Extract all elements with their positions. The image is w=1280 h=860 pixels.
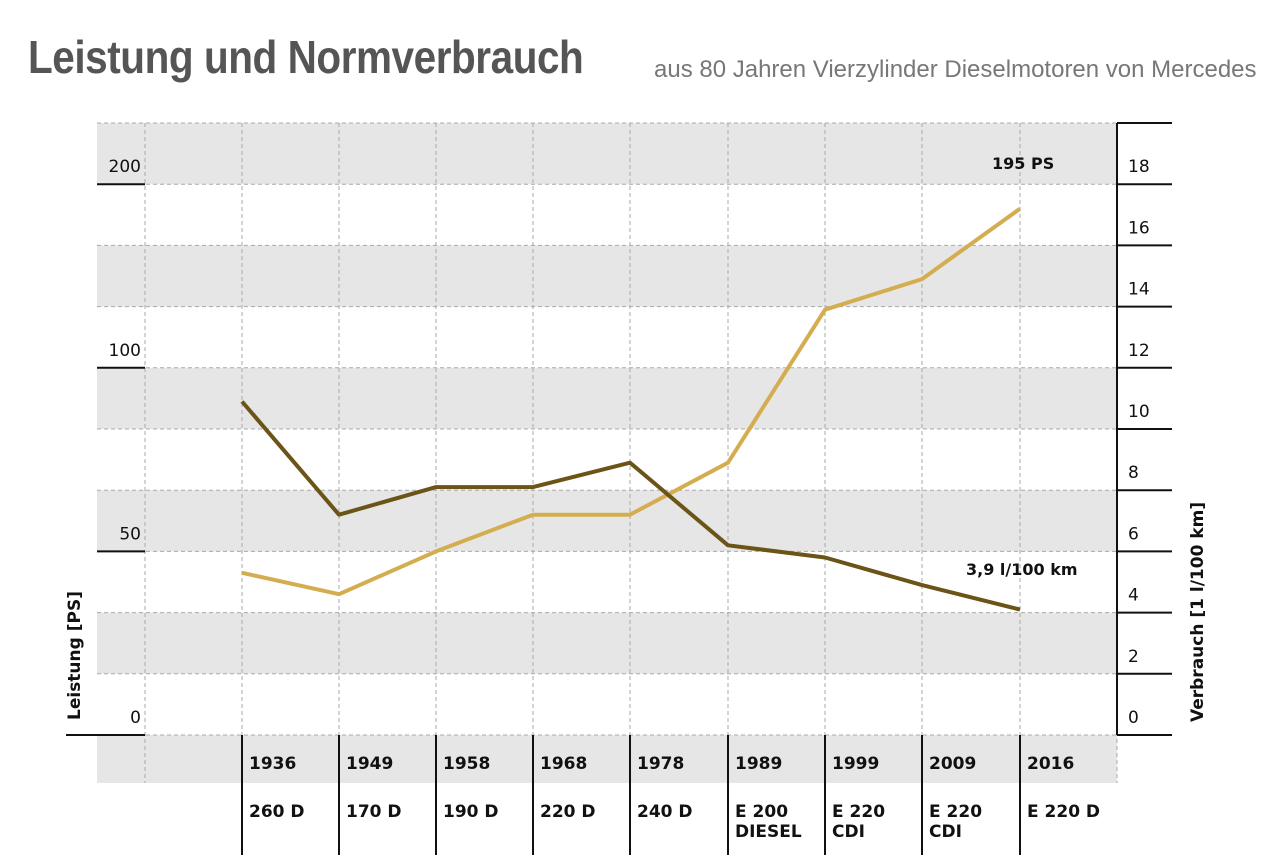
right-tick-label: 6 [1128,524,1139,544]
year-label: 1989 [735,754,782,774]
model-label: 260 D [249,802,305,822]
model-label: E 220 [929,802,982,822]
series-lines [240,207,1022,612]
right-tick-label: 14 [1128,280,1150,300]
model-label: 170 D [346,802,402,822]
year-label: 1949 [346,754,393,774]
right-tick-label: 12 [1128,341,1150,361]
consumption-end-label: 3,9 l/100 km [966,560,1078,579]
model-label: E 220 D [1027,802,1100,822]
band [97,490,1117,552]
band [97,123,1117,185]
left-tick-label: 100 [109,341,141,361]
chart-title: Leistung und Normverbrauch [28,31,584,83]
year-label: 1978 [637,754,684,774]
right-tick-label: 4 [1128,586,1139,606]
band [97,735,1117,783]
model-label: CDI [929,822,962,842]
power-series-line [241,207,1022,597]
band [97,612,1117,674]
model-label: 240 D [637,802,693,822]
left-tick-label: 200 [109,157,141,177]
consumption-series-line [240,400,1021,612]
x-axis: 1936 260 D 1949 170 D 1958 190 D 1968 220 D 1978… [241,735,1100,855]
chart-subtitle: aus 80 Jahren Vierzylinder Dieselmotoren… [654,56,1257,83]
right-tick-label: 8 [1128,463,1139,483]
year-label: 1968 [540,754,587,774]
left-axis: 200 100 50 0 Leistung [PS] [65,157,145,736]
grid-lines [97,122,1118,783]
model-label: CDI [832,822,865,842]
right-axis-title: Verbrauch [1 l/100 km] [1188,502,1208,722]
power-end-label: 195 PS [992,154,1054,173]
right-tick-label: 10 [1128,402,1150,422]
right-axis: 18 16 14 12 10 8 6 4 2 0 Verbrauch [1 l/100 km] [1116,122,1208,736]
model-label: E 220 [832,802,885,822]
chart-title-row: Leistung und Normverbrauch [28,30,659,84]
right-tick-label: 0 [1128,708,1139,728]
year-label: 1958 [443,754,490,774]
background-bands [97,123,1117,783]
year-label: 2009 [929,754,976,774]
model-label: 220 D [540,802,596,822]
left-tick-label: 0 [130,708,141,728]
model-label: DIESEL [735,822,802,842]
right-tick-label: 18 [1128,157,1150,177]
right-tick-label: 2 [1128,647,1139,667]
band [97,367,1117,429]
year-label: 1936 [249,754,296,774]
model-label: E 200 [735,802,788,822]
year-label: 2016 [1027,754,1074,774]
annotations: 195 PS 3,9 l/100 km [966,154,1078,579]
right-tick-label: 16 [1128,218,1150,238]
year-label: 1999 [832,754,879,774]
left-tick-label: 50 [119,524,141,544]
band [97,245,1117,307]
model-label: 190 D [443,802,499,822]
left-axis-title: Leistung [PS] [65,591,85,720]
